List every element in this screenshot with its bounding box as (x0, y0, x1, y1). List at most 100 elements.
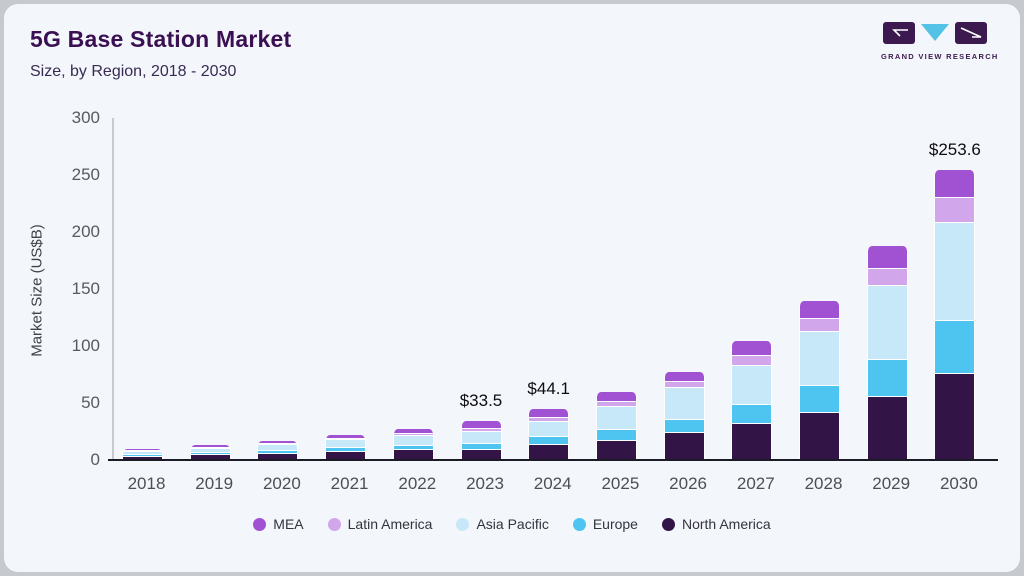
bar-segment-north-america (935, 373, 975, 459)
x-tick-2026: 2026 (669, 474, 707, 493)
bar-segment-europe (461, 442, 501, 449)
bar-segment-mea (935, 169, 975, 198)
x-tick-2023: 2023 (466, 474, 504, 493)
bar-segment-europe (935, 320, 975, 374)
x-axis-line (108, 459, 998, 461)
bar-segment-north-america (123, 455, 162, 459)
bar-segment-north-america (190, 454, 230, 459)
bar-segment-mea (800, 300, 839, 319)
bar-segment-north-america (867, 395, 907, 459)
value-label-2030: $253.6 (928, 139, 981, 159)
bar-segment-north-america (461, 448, 501, 459)
bar-segment-latin-america (596, 400, 636, 406)
y-tick: 150 (71, 279, 100, 298)
gvr-logo-text: GRAND VIEW RESEARCH (881, 52, 999, 61)
bar-2018 (122, 448, 163, 459)
bar-segment-asia-pacific (529, 421, 569, 436)
chart-plot-area: $33.5 $44.1 $253.6 (108, 118, 998, 461)
bar-2020 (257, 440, 299, 459)
bar-segment-europe (867, 359, 907, 396)
y-tick: 50 (81, 393, 100, 412)
bar-segment-north-america (664, 432, 704, 459)
x-tick-2027: 2027 (736, 474, 775, 493)
bar-segment-europe (258, 449, 298, 453)
bar-segment-asia-pacific (935, 221, 975, 321)
bar-segment-europe (123, 454, 162, 456)
legend-item-asia-pacific: Asia Pacific (456, 516, 549, 532)
legend-dot-icon (327, 517, 341, 531)
bar-segment-mea (664, 371, 704, 381)
bar-segment-latin-america (461, 427, 501, 431)
bar-segment-north-america (529, 444, 569, 459)
legend-label: MEA (273, 516, 304, 532)
x-tick-2022: 2022 (398, 474, 437, 493)
legend-item-europe: Europe (572, 516, 638, 532)
bar-segment-europe (529, 435, 569, 445)
bar-segment-asia-pacific (664, 387, 704, 419)
x-tick-2030: 2030 (939, 474, 978, 493)
bar-segment-north-america (258, 452, 298, 459)
bar-segment-latin-america (529, 416, 569, 422)
legend-dot-icon (253, 517, 267, 531)
y-tick: 250 (71, 165, 100, 184)
bar-segment-mea (867, 246, 907, 269)
bar-segment-north-america (326, 450, 366, 459)
bar-segment-europe (190, 452, 230, 455)
bar-segment-north-america (596, 439, 636, 459)
legend-dot-icon (572, 517, 586, 531)
legend-label: Europe (592, 516, 638, 532)
bar-segment-mea (461, 420, 501, 428)
bar-2019 (189, 445, 231, 459)
bar-segment-latin-america (867, 268, 907, 286)
bar-2026 (663, 371, 705, 459)
legend-dot-icon (456, 517, 470, 531)
bar-segment-north-america (800, 412, 839, 459)
bar-segment-latin-america (190, 447, 230, 449)
bar-segment-europe (732, 404, 772, 424)
bar-2021 (325, 434, 367, 459)
bar-segment-latin-america (258, 443, 298, 445)
bar-segment-latin-america (800, 318, 839, 332)
legend-label: North America (681, 516, 771, 532)
bar-segment-latin-america (326, 437, 366, 440)
bar-segment-asia-pacific (867, 285, 907, 360)
legend-label: Asia Pacific (476, 516, 549, 532)
bar-segment-europe (664, 418, 704, 433)
bar-segment-asia-pacific (258, 444, 298, 450)
bar-2029 (866, 246, 908, 459)
value-label-2024: $44.1 (527, 378, 570, 398)
bar-segment-mea (529, 408, 569, 417)
x-tick-2018: 2018 (127, 474, 166, 493)
bar-segment-mea (190, 445, 230, 448)
x-tick-2025: 2025 (601, 474, 640, 493)
bar-2027 (731, 341, 773, 459)
bar-segment-asia-pacific (326, 439, 366, 448)
bar-segment-latin-america (935, 197, 975, 222)
x-tick-2028: 2028 (804, 474, 843, 493)
y-axis-line (112, 118, 114, 460)
legend-item-north-america: North America (661, 516, 771, 532)
x-tick-2020: 2020 (262, 474, 301, 493)
bar-segment-asia-pacific (123, 451, 162, 455)
value-label-2023: $33.5 (459, 390, 503, 410)
bar-2025 (595, 392, 637, 459)
legend-item-mea: MEA (253, 516, 304, 532)
legend: MEA Latin America Asia Pacific Europe North … (4, 516, 1020, 532)
bar-2022 (392, 428, 434, 459)
x-tick-2019: 2019 (195, 474, 234, 493)
bar-segment-europe (326, 447, 366, 451)
bar-segment-latin-america (732, 354, 772, 366)
bar-segment-asia-pacific (732, 365, 772, 405)
x-tick-2024: 2024 (533, 474, 572, 493)
y-tick: 300 (71, 108, 100, 127)
bar-segment-europe (393, 444, 433, 450)
legend-label: Latin America (347, 516, 433, 532)
bar-segment-mea (258, 440, 298, 444)
bar-segment-asia-pacific (190, 448, 230, 453)
x-tick-2029: 2029 (872, 474, 911, 493)
bar-segment-latin-america (664, 380, 704, 388)
y-tick: 100 (71, 336, 100, 355)
bar-2030 (934, 169, 976, 459)
x-tick-2021: 2021 (330, 474, 369, 493)
legend-dot-icon (661, 517, 675, 531)
